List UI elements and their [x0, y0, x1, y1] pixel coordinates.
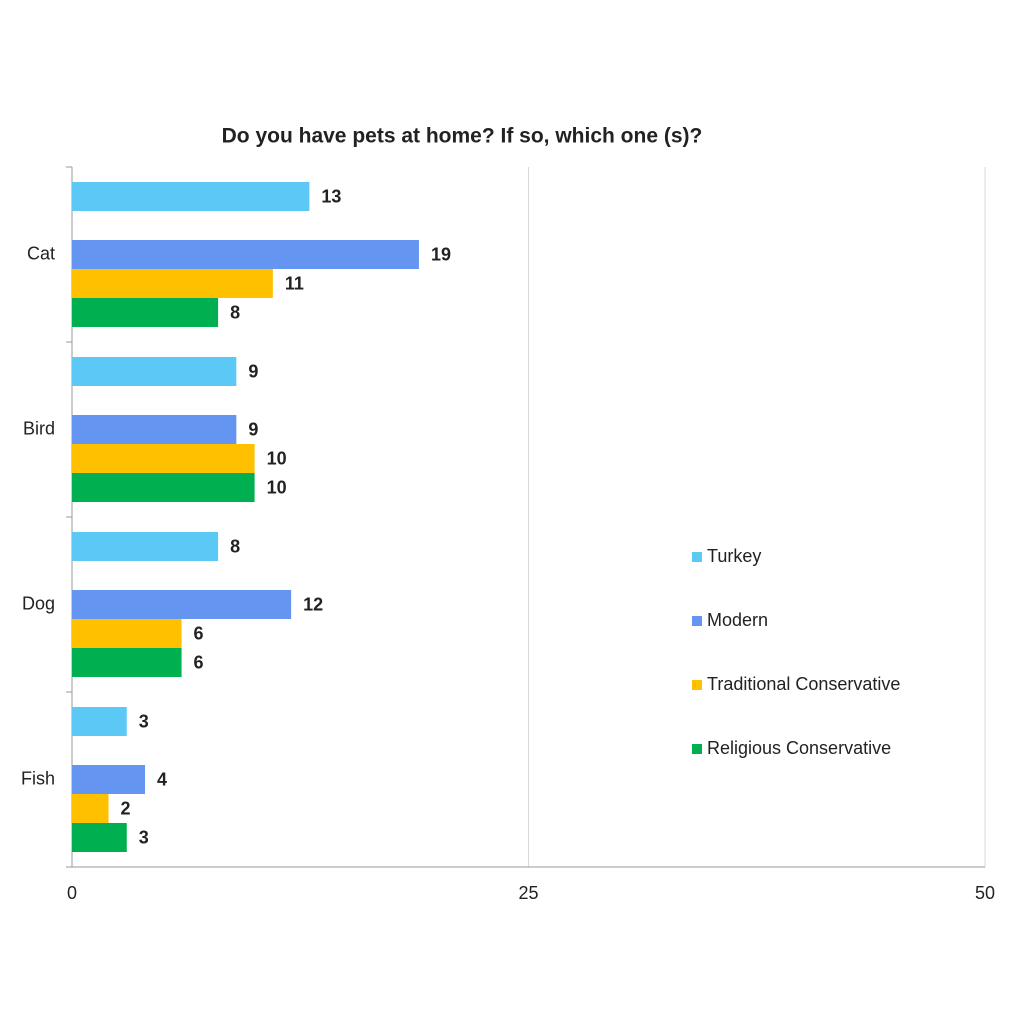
bar: [72, 473, 255, 502]
chart-title: Do you have pets at home? If so, which o…: [222, 125, 703, 148]
value-label: 3: [139, 827, 149, 847]
value-label: 6: [194, 652, 204, 672]
value-label: 13: [321, 186, 341, 206]
legend-swatch: [692, 552, 702, 562]
y-tick-label: Fish: [21, 768, 55, 788]
value-label: 3: [139, 711, 149, 731]
bar: [72, 823, 127, 852]
bar: [72, 269, 273, 298]
value-label: 2: [121, 798, 131, 818]
bar: [72, 444, 255, 473]
value-label: 8: [230, 536, 240, 556]
x-tick-label: 0: [67, 883, 77, 903]
value-label: 8: [230, 302, 240, 322]
y-tick-label: Dog: [22, 593, 55, 613]
legend-label: Religious Conservative: [707, 738, 891, 758]
legend-swatch: [692, 616, 702, 626]
legend-label: Turkey: [707, 546, 761, 566]
legend-label: Traditional Conservative: [707, 674, 900, 694]
y-tick-label: Cat: [27, 243, 55, 263]
value-label: 10: [267, 477, 287, 497]
bar: [72, 648, 182, 677]
value-label: 9: [248, 361, 258, 381]
bar: [72, 415, 237, 444]
x-tick-label: 25: [518, 883, 538, 903]
value-label: 10: [267, 448, 287, 468]
bar: [72, 590, 292, 619]
value-label: 12: [303, 594, 323, 614]
legend-swatch: [692, 680, 702, 690]
value-label: 9: [248, 419, 258, 439]
bar: [72, 707, 127, 736]
bar: [72, 765, 146, 794]
bar: [72, 298, 219, 327]
value-label: 6: [194, 623, 204, 643]
bar: [72, 532, 219, 561]
bar: [72, 240, 419, 269]
value-label: 4: [157, 769, 167, 789]
legend-swatch: [692, 744, 702, 754]
bar: [72, 182, 310, 211]
bar: [72, 794, 109, 823]
legend-label: Modern: [707, 610, 768, 630]
bar: [72, 619, 182, 648]
value-label: 19: [431, 244, 451, 264]
x-tick-label: 50: [975, 883, 995, 903]
value-label: 11: [285, 273, 304, 293]
bar: [72, 357, 237, 386]
y-tick-label: Bird: [23, 418, 55, 438]
